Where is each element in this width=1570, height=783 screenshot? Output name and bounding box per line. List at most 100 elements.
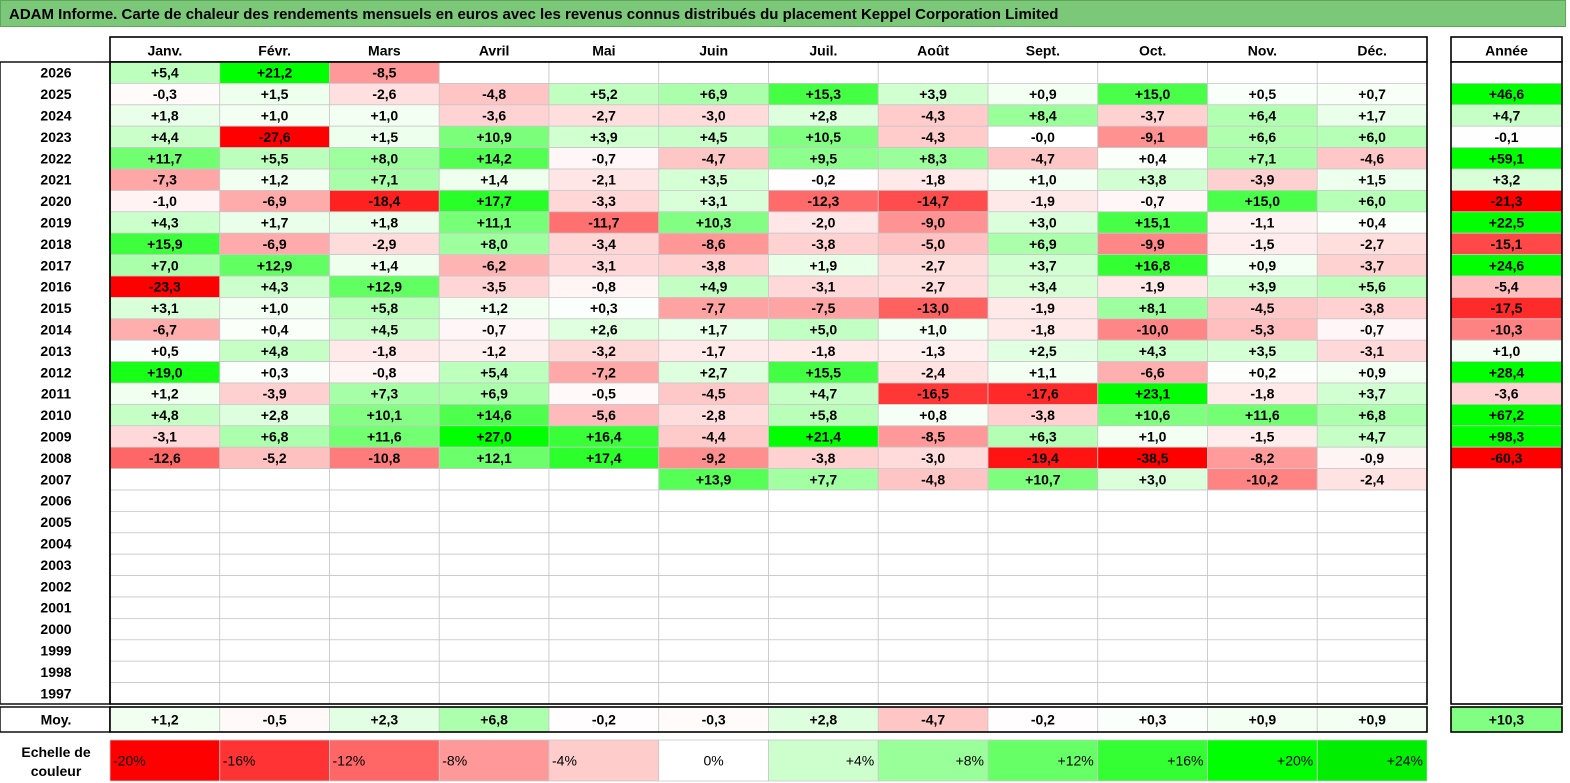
heatmap-cell — [877, 61, 989, 84]
cell-value: -5,0 — [921, 236, 945, 252]
cell-value: +21,4 — [806, 429, 842, 445]
cell-value: -3,8 — [702, 257, 726, 273]
cell-value: +5,8 — [371, 300, 399, 316]
cell-value: +7,3 — [371, 386, 399, 402]
cell-value: -1,9 — [1141, 279, 1165, 295]
cell-value: +1,5 — [371, 129, 399, 145]
cell-value: +2,5 — [1029, 343, 1057, 359]
annual-cell — [1451, 618, 1562, 640]
cell-value: -6,6 — [1141, 364, 1165, 380]
year-label: 2003 — [40, 557, 71, 573]
scale-swatch — [658, 739, 769, 782]
cell-value: +4,7 — [810, 386, 838, 402]
average-cell — [329, 706, 440, 733]
cell-value: -4,3 — [921, 129, 945, 145]
year-label: 1998 — [40, 664, 71, 680]
heatmap-cell — [329, 660, 440, 684]
heatmap-cell — [1207, 660, 1318, 684]
cell-value: +1,0 — [371, 108, 399, 124]
cell-value: -17,6 — [1027, 386, 1059, 402]
average-cell — [1316, 706, 1428, 733]
heatmap-cell — [548, 553, 660, 577]
cell-value: -12,3 — [807, 193, 839, 209]
heatmap-cell — [438, 575, 550, 598]
scale-label-line1: Echelle de — [21, 744, 90, 760]
heatmap-cell — [548, 639, 660, 662]
annual-cell — [1451, 575, 1562, 597]
cell-value: -7,5 — [811, 300, 835, 316]
cell-value: +27,0 — [476, 429, 512, 445]
cell-value: -9,1 — [1141, 129, 1165, 145]
cell-value: -4,6 — [1360, 150, 1384, 166]
cell-value: +10,7 — [1025, 471, 1061, 487]
scale-label: -16% — [223, 753, 256, 769]
cell-value: +6,0 — [1358, 193, 1386, 209]
cell-value: +14,6 — [476, 407, 512, 423]
cell-value: +5,5 — [261, 150, 289, 166]
heatmap-cell — [658, 61, 769, 84]
average-value: +2,8 — [810, 712, 838, 728]
cell-value: +12,9 — [367, 279, 403, 295]
scale-swatch — [768, 739, 879, 782]
cell-value: -1,3 — [921, 343, 945, 359]
heatmap-cell — [548, 510, 660, 534]
scale-label: -20% — [113, 753, 146, 769]
cell-value: +19,0 — [147, 364, 183, 380]
cell-value: +4,4 — [151, 129, 179, 145]
cell-value: -3,9 — [263, 386, 287, 402]
heatmap-cell — [987, 532, 1099, 555]
year-label: 2026 — [40, 65, 71, 81]
heatmap-cell — [548, 468, 660, 491]
year-label: 2007 — [40, 471, 71, 487]
cell-value: -3,1 — [592, 257, 616, 273]
heatmap-cell — [219, 639, 330, 662]
cell-value: +0,8 — [919, 407, 947, 423]
heatmap-cell — [1207, 489, 1318, 512]
cell-value: -2,1 — [592, 172, 616, 188]
cell-value: +1,0 — [1029, 172, 1057, 188]
heatmap-cell — [658, 510, 769, 534]
heatmap-cell — [438, 618, 550, 641]
cell-value: +16,4 — [586, 429, 622, 445]
annual-value: +28,4 — [1489, 364, 1525, 380]
heatmap-cell — [1097, 575, 1208, 598]
heatmap-cell — [768, 489, 879, 512]
cell-value: -6,7 — [153, 322, 177, 338]
cell-value: -27,6 — [259, 129, 291, 145]
cell-value: +15,3 — [806, 86, 842, 102]
cell-value: -1,0 — [153, 193, 177, 209]
cell-value: +1,1 — [1029, 364, 1057, 380]
cell-value: +11,6 — [1245, 407, 1280, 423]
heatmap-cell — [548, 660, 660, 684]
cell-value: +10,1 — [367, 407, 403, 423]
annual-value: +67,2 — [1489, 407, 1525, 423]
month-header-label: Juil. — [809, 43, 837, 59]
annual-value: -10,3 — [1491, 322, 1523, 338]
average-cell — [438, 706, 550, 733]
month-header-label: Janv. — [147, 43, 182, 59]
cell-value: +4,3 — [151, 215, 179, 231]
heatmap-cell — [219, 510, 330, 534]
cell-value: +9,5 — [810, 150, 838, 166]
heatmap-cell — [877, 489, 989, 512]
cell-value: +1,8 — [371, 215, 399, 231]
cell-value: -3,8 — [1031, 407, 1055, 423]
cell-value: +11,6 — [367, 429, 402, 445]
cell-value: -3,9 — [1250, 172, 1274, 188]
heatmap-cell — [987, 553, 1099, 577]
heatmap-cell — [329, 489, 440, 512]
cell-value: -2,8 — [702, 407, 726, 423]
cell-value: -19,4 — [1027, 450, 1059, 466]
annual-value: +4,7 — [1493, 108, 1521, 124]
annual-cell — [1451, 468, 1562, 490]
cell-value: +1,7 — [1358, 108, 1386, 124]
year-label: 2024 — [40, 108, 71, 124]
year-label: 2012 — [40, 364, 71, 380]
cell-value: +7,1 — [371, 172, 399, 188]
cell-value: -0,8 — [372, 364, 396, 380]
cell-value: +11,7 — [148, 150, 183, 166]
heatmap-cell — [658, 489, 769, 512]
average-row-border — [109, 706, 1428, 733]
cell-value: -2,6 — [372, 86, 396, 102]
cell-value: -2,7 — [921, 257, 945, 273]
